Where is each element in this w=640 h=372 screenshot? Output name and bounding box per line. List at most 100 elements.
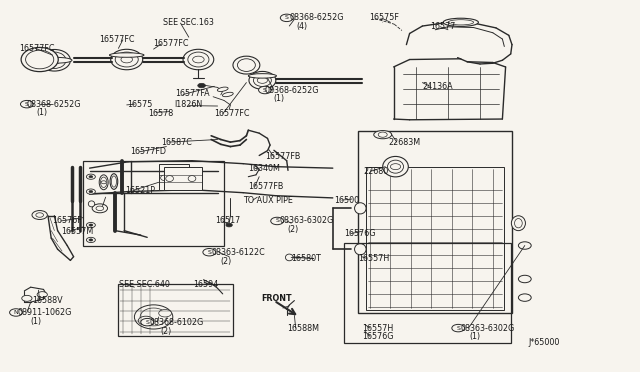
Text: (1): (1) [273,94,284,103]
Circle shape [257,77,268,83]
Circle shape [20,100,33,108]
Ellipse shape [140,308,167,326]
Circle shape [226,223,232,227]
Text: I1826N: I1826N [175,100,203,109]
Ellipse shape [237,59,255,71]
Circle shape [96,206,104,211]
Text: 16576G: 16576G [344,229,375,238]
Ellipse shape [223,92,233,97]
Circle shape [271,217,284,225]
Circle shape [86,237,95,243]
Bar [159,164,189,190]
Text: 16557H: 16557H [358,254,390,263]
Text: 16340M: 16340M [248,164,280,173]
Circle shape [203,248,216,256]
Text: TO AUX PIPE: TO AUX PIPE [243,196,293,205]
Text: (4): (4) [296,22,307,31]
Ellipse shape [515,219,522,228]
Text: 16500: 16500 [334,196,359,205]
Text: 16521P: 16521P [125,186,156,195]
Ellipse shape [511,216,525,231]
Text: 16576G: 16576G [362,332,394,341]
Text: 16577FC: 16577FC [19,44,54,53]
Ellipse shape [21,48,58,71]
Bar [366,167,504,310]
Ellipse shape [38,49,70,71]
Circle shape [390,164,401,170]
Ellipse shape [43,52,66,68]
Ellipse shape [37,57,72,63]
Text: 16557M: 16557M [61,227,93,236]
Ellipse shape [233,56,260,74]
Text: 16577FB: 16577FB [248,182,283,191]
Text: 16517: 16517 [215,217,240,225]
Text: 08368-6252G: 08368-6252G [27,100,81,109]
Text: 08363-6302G: 08363-6302G [279,217,333,225]
Text: 16588M: 16588M [287,324,319,333]
Text: S: S [207,250,211,255]
Ellipse shape [111,49,143,70]
Text: 16575F: 16575F [369,13,399,22]
Text: 08363-6302G: 08363-6302G [461,324,515,333]
Bar [118,284,233,336]
Ellipse shape [188,176,196,182]
Circle shape [198,83,205,88]
Circle shape [159,310,172,317]
Text: 16580T: 16580T [291,254,321,263]
Text: 08368-6252G: 08368-6252G [265,86,319,94]
Bar [358,131,512,313]
Text: 16594: 16594 [193,280,218,289]
Circle shape [89,190,93,193]
Text: 08363-6122C: 08363-6122C [211,248,265,257]
Text: 08368-6252G: 08368-6252G [289,13,344,22]
Text: 08911-1062G: 08911-1062G [18,308,72,317]
Ellipse shape [115,52,138,67]
Ellipse shape [383,156,408,177]
Ellipse shape [218,87,228,92]
Ellipse shape [249,71,276,89]
Text: J*65000: J*65000 [529,338,560,347]
Circle shape [92,204,108,213]
Text: (1): (1) [31,317,42,326]
Circle shape [138,316,154,325]
Text: 16578: 16578 [148,109,173,118]
Ellipse shape [355,244,366,255]
Text: S: S [456,326,460,331]
Ellipse shape [166,176,173,182]
Ellipse shape [355,203,366,214]
Bar [164,167,202,190]
Circle shape [86,174,95,179]
Text: 24136A: 24136A [422,82,453,91]
Ellipse shape [26,50,54,69]
Text: 16557H: 16557H [362,324,394,333]
Ellipse shape [161,175,167,180]
Text: FRONT: FRONT [261,294,292,303]
Text: S: S [275,218,279,224]
Circle shape [32,211,47,219]
Circle shape [518,242,531,249]
Ellipse shape [253,74,271,86]
Circle shape [86,222,95,228]
Circle shape [280,14,293,22]
Ellipse shape [285,254,293,261]
Ellipse shape [188,52,209,67]
Text: 16577FB: 16577FB [266,153,301,161]
Text: (2): (2) [287,225,299,234]
Text: 16577FC: 16577FC [214,109,250,118]
Text: SEE SEC.640: SEE SEC.640 [119,280,170,289]
Circle shape [36,213,44,217]
Text: 16577FA: 16577FA [175,89,209,98]
Text: S: S [263,87,267,93]
Text: N: N [13,310,19,315]
Ellipse shape [134,305,173,329]
Text: 16577FC: 16577FC [154,39,189,48]
Ellipse shape [388,160,404,173]
Circle shape [22,295,32,301]
Circle shape [452,324,465,332]
Ellipse shape [374,131,392,139]
Text: 16575: 16575 [127,100,152,109]
Text: 08368-6102G: 08368-6102G [149,318,204,327]
Text: 22683M: 22683M [388,138,420,147]
Ellipse shape [111,176,116,187]
Text: 16588V: 16588V [32,296,63,305]
